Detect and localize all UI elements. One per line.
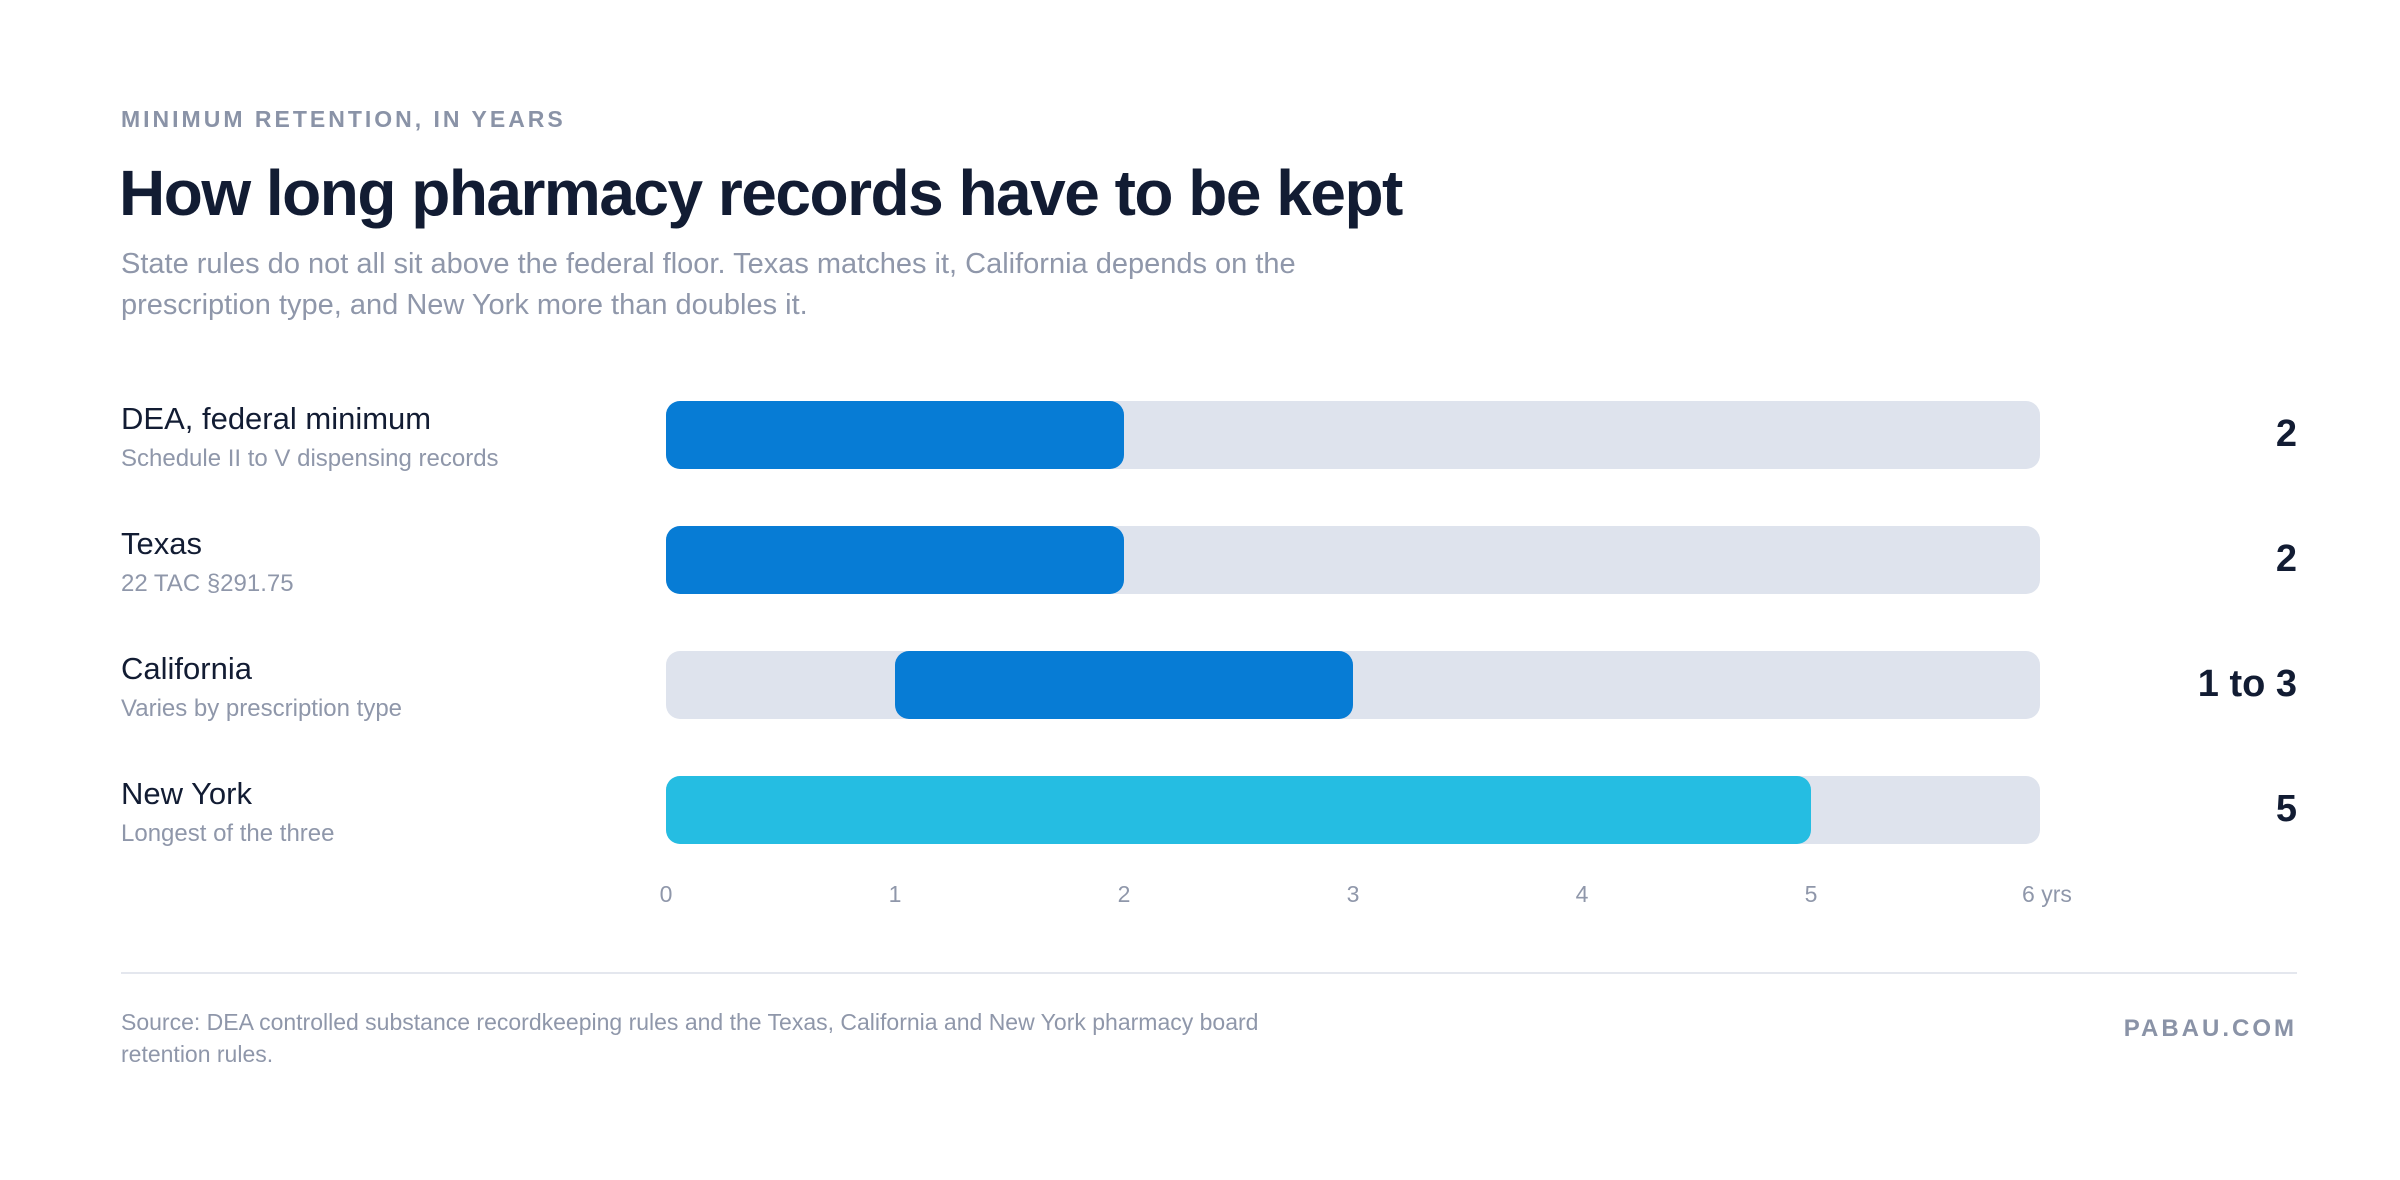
chart-subtitle: State rules do not all sit above the fed… xyxy=(121,248,1296,321)
x-tick-label: 6 yrs xyxy=(2022,881,2072,907)
chart-title: How long pharmacy records have to be kep… xyxy=(119,157,1403,229)
value-label: 1 to 3 xyxy=(2197,663,2297,705)
row-label: California xyxy=(121,651,252,686)
x-tick-label: 5 xyxy=(1804,881,1818,907)
bar xyxy=(666,401,1124,469)
x-tick-label: 3 xyxy=(1346,881,1360,907)
row-label: Texas xyxy=(121,526,202,561)
bar-track xyxy=(666,526,2040,594)
source-note: Source: DEA controlled substance recordk… xyxy=(121,1009,1259,1067)
bar-track xyxy=(666,776,2040,844)
bar-track xyxy=(666,401,2040,469)
x-tick-label: 4 xyxy=(1575,881,1589,907)
chart-eyebrow: MINIMUM RETENTION, IN YEARS xyxy=(121,106,566,132)
value-label: 5 xyxy=(2275,788,2297,830)
bar xyxy=(666,776,1811,844)
x-tick-label: 0 xyxy=(659,881,673,907)
row-sublabel: 22 TAC §291.75 xyxy=(121,570,294,597)
bar-track xyxy=(666,651,2040,719)
row-label: DEA, federal minimum xyxy=(121,401,432,436)
brand-logo-text: PABAU.COM xyxy=(2123,1015,2297,1042)
bar xyxy=(666,526,1124,594)
x-tick-label: 2 xyxy=(1117,881,1131,907)
x-tick-label: 1 xyxy=(888,881,902,907)
value-label: 2 xyxy=(2275,538,2297,580)
row-sublabel: Varies by prescription type xyxy=(121,695,403,722)
row-sublabel: Schedule II to V dispensing records xyxy=(121,445,499,472)
bar xyxy=(895,651,1353,719)
row-sublabel: Longest of the three xyxy=(121,820,335,847)
value-label: 2 xyxy=(2275,413,2297,455)
footer-divider xyxy=(121,972,2297,974)
row-label: New York xyxy=(121,776,252,811)
